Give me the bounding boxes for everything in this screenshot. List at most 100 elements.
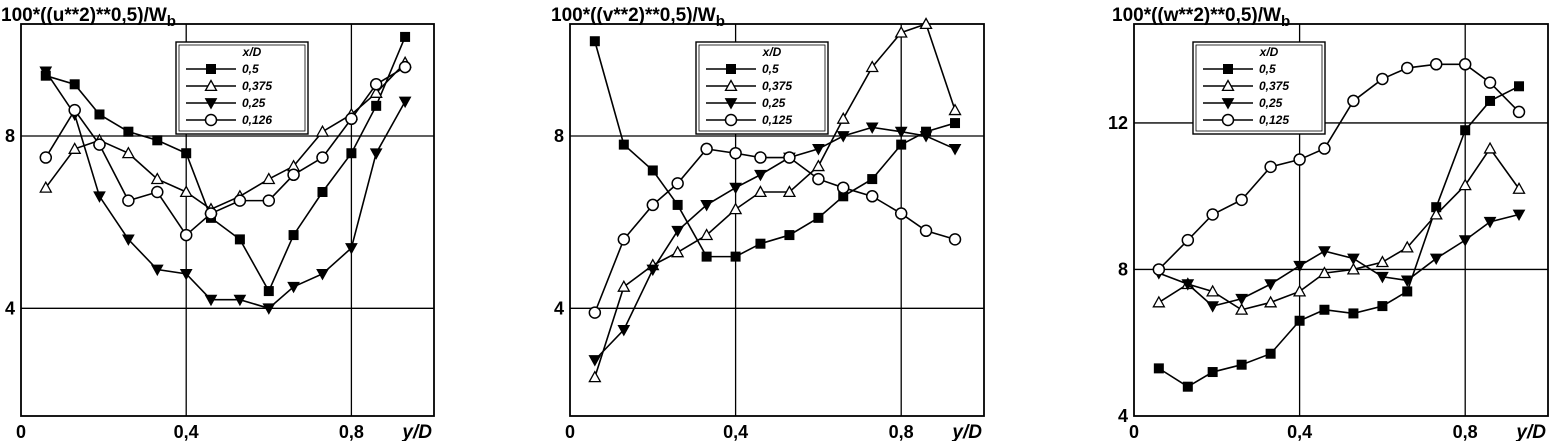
data-point	[1485, 95, 1496, 106]
x-tick-label: 0,4	[723, 422, 748, 441]
data-point	[1347, 253, 1360, 265]
data-point	[123, 126, 134, 137]
series-1	[1153, 81, 1525, 392]
x-tick-label: 0,4	[1287, 422, 1312, 441]
legend-inner-box	[178, 44, 306, 132]
data-point	[588, 370, 602, 383]
series-4	[39, 60, 412, 242]
legend-entry: 0,126	[186, 113, 272, 127]
data-point	[729, 182, 742, 195]
data-point	[398, 96, 412, 109]
data-point	[728, 202, 743, 215]
series-line	[45, 66, 406, 237]
series-4	[1152, 58, 1526, 276]
data-point	[121, 146, 135, 159]
data-point	[617, 279, 631, 292]
data-point	[811, 159, 826, 172]
plot-frame	[1133, 23, 1549, 417]
legend: x/D 0,5 0,375 0,25 0,125	[1192, 41, 1326, 135]
data-point	[316, 151, 329, 164]
legend-marker	[724, 113, 738, 127]
data-point	[233, 294, 247, 307]
data-point	[948, 144, 962, 156]
legend-label: 0,25	[1259, 96, 1283, 110]
data-point	[867, 174, 878, 185]
legend-label: 0,125	[762, 113, 792, 127]
legend-entry: 0,375	[1203, 79, 1289, 93]
data-point	[782, 185, 797, 198]
chart-title: 100*((u**2)**0,5)/Wb	[1, 5, 176, 30]
data-point	[919, 131, 933, 143]
legend-entry: 0,125	[1203, 113, 1289, 127]
series-4	[588, 142, 962, 319]
chart-panel-2: 100*((v**2)**0,5)/Wb 0 0,4 0,8 4 8 y/D x/D 0,5 0,…	[551, 5, 985, 441]
data-point	[754, 169, 767, 182]
x-tick-label: 0	[1129, 422, 1139, 441]
data-point	[836, 111, 850, 124]
data-point	[262, 303, 276, 315]
data-point	[617, 233, 631, 246]
x-tick-label: 0	[565, 422, 575, 441]
legend-marker	[724, 98, 738, 110]
legend-label: 0,25	[762, 96, 786, 110]
data-point	[179, 268, 193, 281]
legend-marker	[204, 79, 218, 92]
data-point	[1348, 308, 1359, 319]
data-point	[1483, 141, 1497, 154]
data-point	[1400, 61, 1414, 75]
data-point	[812, 172, 825, 186]
series-line	[45, 70, 406, 310]
data-point	[1181, 279, 1195, 291]
legend-marker	[1221, 79, 1235, 92]
data-point	[1483, 216, 1497, 229]
data-point	[1318, 142, 1331, 155]
data-point	[1347, 94, 1360, 108]
data-point	[1292, 284, 1307, 297]
legend-inner-box	[1195, 44, 1323, 132]
data-point	[646, 198, 660, 212]
data-point	[1317, 266, 1332, 279]
series-3	[588, 122, 962, 367]
data-point	[1293, 153, 1306, 166]
data-point	[896, 139, 907, 150]
data-point	[919, 224, 933, 238]
data-point	[1319, 304, 1330, 315]
data-point	[1512, 209, 1526, 222]
data-point	[1429, 58, 1443, 71]
data-point	[369, 86, 383, 98]
data-point	[1264, 295, 1278, 308]
data-point	[39, 66, 53, 78]
data-point	[317, 187, 328, 197]
data-point	[398, 60, 412, 74]
data-point	[950, 118, 961, 129]
legend-label: 0,375	[762, 79, 792, 93]
data-point	[1512, 182, 1526, 194]
data-point	[150, 172, 164, 185]
legend-inner-box	[698, 44, 826, 132]
data-point	[93, 138, 106, 151]
data-point	[1207, 367, 1218, 378]
data-point	[753, 185, 768, 198]
data-point	[1265, 348, 1276, 359]
data-point	[234, 234, 245, 245]
data-point	[287, 168, 300, 182]
legend-title: x/D	[762, 45, 782, 59]
data-point	[1514, 81, 1525, 92]
data-point	[812, 144, 825, 156]
legend-label: 0,375	[1259, 79, 1289, 93]
legend-entry: 0,375	[706, 79, 792, 93]
data-point	[369, 148, 383, 160]
data-point	[179, 228, 193, 242]
data-point	[288, 230, 299, 241]
data-point	[1236, 359, 1247, 370]
data-point	[1429, 207, 1443, 220]
legend-label: 0,5	[762, 62, 779, 76]
data-point	[783, 151, 796, 164]
data-point	[1376, 72, 1389, 86]
legend-label: 0,375	[242, 79, 272, 93]
data-point	[152, 135, 163, 146]
data-point	[948, 103, 962, 116]
chart-title: 100*((v**2)**0,5)/Wb	[551, 5, 725, 30]
data-point	[894, 207, 908, 220]
data-point	[93, 191, 106, 203]
